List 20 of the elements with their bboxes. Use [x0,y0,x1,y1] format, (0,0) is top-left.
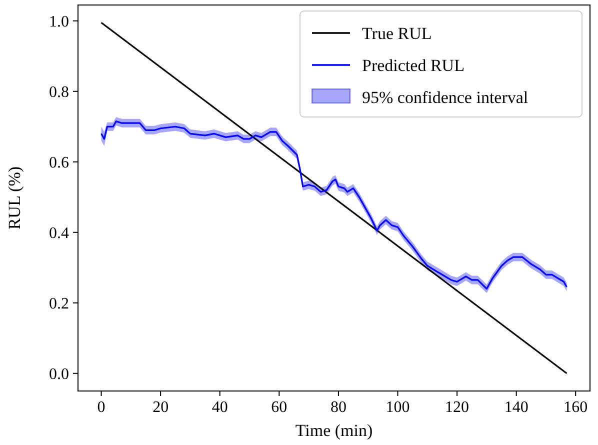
x-axis-title: Time (min) [295,421,373,440]
x-tick-label: 140 [504,399,528,416]
x-tick-label: 0 [97,399,106,416]
x-tick-label: 80 [330,399,346,416]
y-tick-label: 0.8 [49,84,69,101]
x-tick-label: 40 [212,399,228,416]
legend-label: True RUL [362,24,432,43]
x-tick-label: 20 [152,399,169,416]
x-tick-label: 60 [271,399,288,416]
x-tick-label: 100 [386,399,410,416]
legend-label: Predicted RUL [362,56,464,75]
x-tick-label: 120 [445,399,470,416]
annotation: 95% confidence interval [362,88,528,107]
y-tick-label: 0.0 [49,366,69,383]
y-axis-title: RUL (%) [5,166,24,230]
x-tick-label: 160 [564,399,588,416]
y-tick-label: 0.2 [49,295,69,312]
y-tick-label: 0.4 [49,224,69,242]
y-tick-label: 1.0 [49,13,69,30]
y-tick-label: 0.6 [49,154,69,172]
